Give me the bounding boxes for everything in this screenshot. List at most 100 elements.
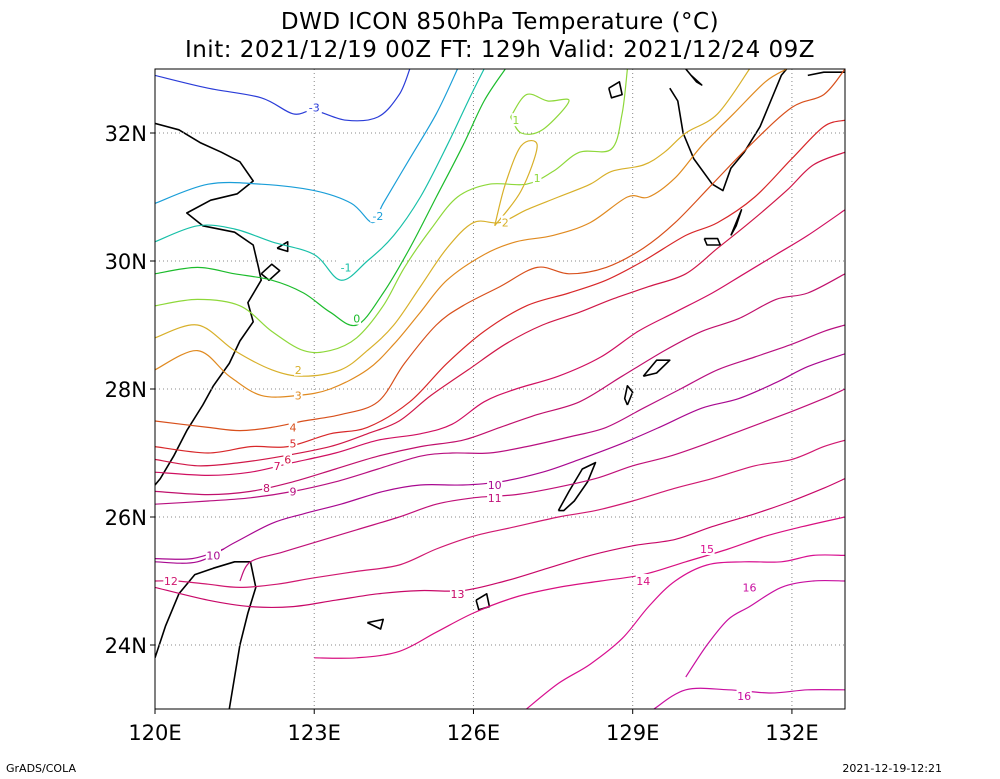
isotherm-label: 8 [263, 482, 270, 495]
isotherm-label: -3 [309, 101, 320, 114]
isotherm-line [314, 516, 845, 659]
isotherm-label-bg [288, 420, 298, 434]
coastline-segment [807, 71, 845, 77]
isotherm-line [155, 119, 845, 454]
isotherm-line [155, 151, 845, 467]
isotherm-label-bg [699, 542, 715, 555]
isotherm-label: 1 [534, 172, 541, 185]
axis-tick-layer: 120E 123E 126E 129E 132E 24N 26N 28N 30N 32N [105, 122, 819, 745]
isotherm-line [510, 93, 570, 135]
isotherm-label-bg [272, 458, 282, 472]
coastline-segment [642, 359, 671, 377]
isotherm-line [685, 579, 845, 678]
x-tick-label: 126E [447, 721, 500, 745]
isotherm-label: 16 [742, 581, 756, 594]
y-tick-label: 26N [105, 506, 147, 530]
isotherm-label: 10 [488, 479, 502, 492]
coastline-segment [228, 561, 257, 709]
isotherm-line [155, 273, 845, 496]
isotherm-label: 3 [295, 389, 302, 402]
coastline-segment [685, 69, 703, 86]
isotherm-line [239, 388, 845, 582]
grid-layer [154, 69, 845, 709]
isotherm-line [155, 353, 845, 564]
isotherm-label: 5 [290, 437, 297, 450]
isotherm-line [494, 139, 538, 227]
isotherm-line [155, 69, 787, 398]
isotherm-label-bg [635, 574, 651, 587]
isotherm-label-bg [306, 100, 322, 114]
isotherm-label-bg [449, 586, 466, 600]
isotherm-line [155, 69, 411, 122]
y-tick-label: 24N [105, 634, 147, 658]
isotherm-label: 7 [274, 460, 281, 473]
footer-software: GrADS/COLA [6, 762, 76, 775]
isotherm-line [526, 554, 845, 709]
isotherm-line [155, 69, 628, 354]
map-subtitle: Init: 2021/12/19 00Z FT: 129h Valid: 202… [184, 37, 816, 63]
isotherm-label-bg [487, 490, 503, 504]
x-tick-label: 120E [128, 721, 181, 745]
isotherm-label: 0 [353, 313, 360, 326]
isotherm-label-bg [511, 113, 521, 127]
isotherm-label: 2 [502, 217, 509, 230]
isotherm-line [155, 69, 459, 224]
isotherm-label: 13 [451, 588, 465, 601]
isotherm-line [155, 478, 845, 609]
coastline-layer [155, 69, 845, 709]
coastline-segment [366, 618, 385, 630]
coastline-segment [730, 209, 743, 236]
isotherm-label: 4 [290, 421, 297, 434]
isotherm-label-bg [370, 209, 386, 223]
coastline-segment [608, 81, 623, 99]
isotherm-line [155, 69, 845, 432]
isotherm-label: 2 [295, 364, 302, 377]
isotherm-label-bg [487, 478, 503, 491]
x-tick-label: 132E [765, 721, 818, 745]
isotherm-line [155, 439, 845, 589]
map-title: DWD ICON 850hPa Temperature (°C) [280, 9, 720, 35]
coastline-segment [669, 69, 788, 192]
y-tick-label: 28N [105, 378, 147, 402]
isotherm-label: 6 [284, 453, 291, 466]
isotherm-label-bg [532, 170, 542, 184]
isotherm-line [155, 69, 750, 377]
isotherm-label-bg [741, 580, 758, 594]
isotherm-label: -2 [372, 210, 383, 223]
coastline-segment [260, 263, 281, 282]
isotherm-line [155, 69, 485, 281]
isotherm-line [155, 69, 506, 327]
isotherm-label-bg [283, 452, 292, 466]
isotherm-label-bg [352, 311, 361, 325]
coastline-segment [557, 461, 597, 512]
footer-timestamp: 2021-12-19-12:21 [842, 762, 942, 775]
x-tick-label: 123E [288, 721, 341, 745]
x-tick-label: 129E [606, 721, 659, 745]
y-tick-label: 32N [105, 122, 147, 146]
isotherm-label: 15 [700, 543, 714, 556]
isotherm-label: 9 [290, 485, 297, 498]
isotherm-line [155, 324, 845, 505]
coastline-segment [703, 237, 722, 246]
isotherm-label: 12 [164, 575, 178, 588]
y-tick-label: 30N [105, 250, 147, 274]
isotherm-label-bg [288, 436, 298, 450]
isotherm-label-bg [163, 574, 179, 587]
isotherm-label-bg [294, 362, 303, 376]
isotherm-label: 10 [206, 549, 220, 562]
coastline-segment [155, 122, 263, 486]
isotherm-label: 16 [737, 690, 751, 703]
isotherm-label-bg [205, 548, 221, 562]
coastline-segment [155, 560, 251, 659]
isotherm-label: 11 [488, 492, 502, 505]
isotherm-label-bg [736, 689, 752, 703]
isotherm-label-bg [288, 484, 298, 498]
isotherm-label: 14 [636, 575, 650, 588]
isotherm-label: 1 [512, 114, 519, 127]
isotherm-label-bg [294, 388, 303, 402]
isotherm-label-bg [501, 215, 510, 229]
isotherm-label: -1 [341, 261, 352, 274]
isotherm-line [155, 209, 845, 477]
